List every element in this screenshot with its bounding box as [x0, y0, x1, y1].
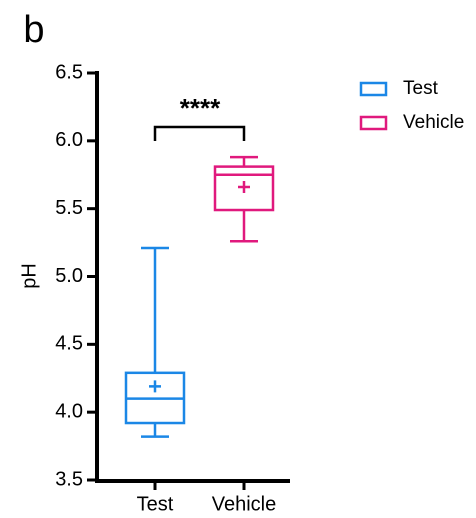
- legend-swatch: [359, 81, 388, 97]
- x-tick-label: Vehicle: [212, 493, 277, 515]
- y-axis-label: pH: [18, 263, 40, 289]
- y-tick-label: 6.0: [55, 129, 83, 151]
- y-tick-label: 3.5: [55, 468, 83, 490]
- mean-marker: [149, 380, 161, 393]
- legend-label: Test: [403, 78, 439, 99]
- x-tick-label: Test: [137, 493, 174, 515]
- legend-swatch: [359, 115, 388, 131]
- y-tick-label: 6.5: [55, 61, 83, 83]
- significance-label: ****: [180, 93, 221, 123]
- mean-marker: [238, 180, 250, 193]
- y-tick-label: 5.0: [55, 265, 83, 287]
- panel-label: b: [23, 9, 44, 51]
- y-tick-label: 5.5: [55, 197, 83, 219]
- legend-label: Vehicle: [403, 112, 464, 133]
- y-tick-label: 4.5: [55, 333, 83, 355]
- box: [213, 165, 275, 212]
- y-tick-label: 4.0: [55, 400, 83, 422]
- significance-bracket: [153, 125, 246, 141]
